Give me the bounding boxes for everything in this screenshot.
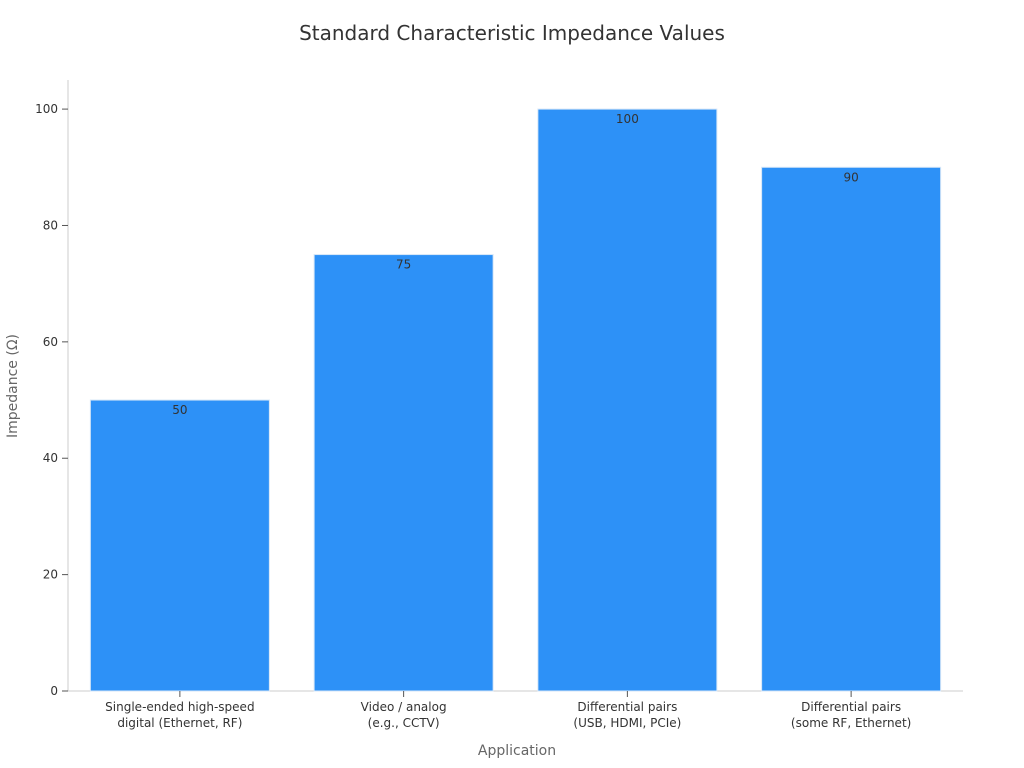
x-tick-label-line: Single-ended high-speed xyxy=(105,700,254,714)
x-tick-label: Single-ended high-speed digital (Ethernet… xyxy=(105,700,254,730)
y-tick-label: 20 xyxy=(43,568,58,582)
bar xyxy=(761,166,942,692)
x-axis-ticks: Single-ended high-speed digital (Ethernet… xyxy=(105,691,911,730)
bar xyxy=(537,108,718,692)
y-tick-label: 60 xyxy=(43,335,58,349)
bars xyxy=(89,108,942,692)
x-tick-label: Video / analog (e.g., CCTV) xyxy=(361,700,447,730)
x-tick-label-line: Differential pairs xyxy=(577,700,677,714)
bar-data-label: 75 xyxy=(396,258,411,272)
y-tick-label: 100 xyxy=(35,102,58,116)
bar-data-labels: 50 75 100 90 xyxy=(172,112,859,417)
bar-data-label: 90 xyxy=(843,170,858,184)
chart-title: Standard Characteristic Impedance Values xyxy=(299,21,725,45)
bar-data-label: 100 xyxy=(616,112,639,126)
bar xyxy=(89,399,270,692)
x-tick-label-line: Video / analog xyxy=(361,700,447,714)
y-axis-ticks: 0 20 40 60 80 100 xyxy=(35,102,68,698)
x-tick-label-line: digital (Ethernet, RF) xyxy=(117,716,242,730)
bar-data-label: 50 xyxy=(172,403,187,417)
y-tick-label: 40 xyxy=(43,451,58,465)
y-tick-label: 0 xyxy=(50,684,58,698)
x-tick-label: Differential pairs (USB, HDMI, PCIe) xyxy=(573,700,681,730)
x-tick-label-line: Differential pairs xyxy=(801,700,901,714)
x-axis-label: Application xyxy=(478,743,556,759)
x-tick-label-line: (some RF, Ethernet) xyxy=(791,716,911,730)
x-tick-label-line: (e.g., CCTV) xyxy=(368,716,440,730)
x-tick-label-line: (USB, HDMI, PCIe) xyxy=(573,716,681,730)
x-tick-label: Differential pairs (some RF, Ethernet) xyxy=(791,700,911,730)
bar xyxy=(313,254,494,692)
y-axis-label: Impedance (Ω) xyxy=(5,334,21,438)
y-tick-label: 80 xyxy=(43,218,58,232)
